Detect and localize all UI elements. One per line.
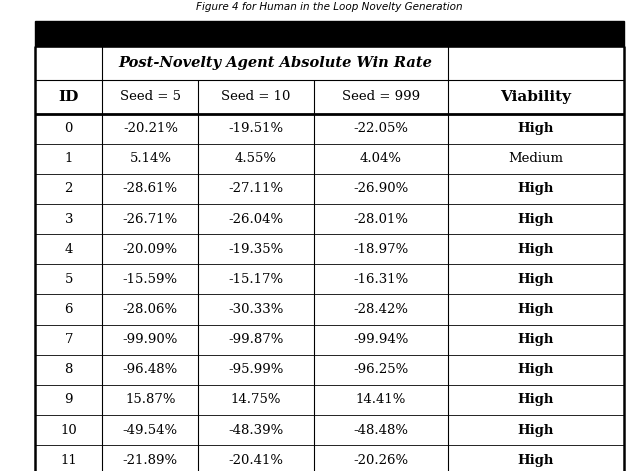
Text: -96.25%: -96.25% (353, 363, 408, 376)
Text: High: High (518, 393, 554, 406)
Text: 11: 11 (60, 454, 77, 467)
Text: High: High (518, 423, 554, 437)
Text: -19.51%: -19.51% (228, 122, 284, 135)
Text: 9: 9 (65, 393, 73, 406)
Text: -49.54%: -49.54% (123, 423, 178, 437)
Text: Post-Novelty Agent Absolute Win Rate: Post-Novelty Agent Absolute Win Rate (118, 56, 432, 70)
Text: High: High (518, 454, 554, 467)
Text: Medium: Medium (509, 152, 563, 165)
Text: ID: ID (59, 89, 79, 104)
Text: 8: 8 (65, 363, 73, 376)
Text: Seed = 999: Seed = 999 (342, 90, 420, 103)
Text: 4.55%: 4.55% (235, 152, 277, 165)
Text: -20.09%: -20.09% (123, 243, 178, 256)
Text: High: High (518, 212, 554, 226)
Text: -26.71%: -26.71% (123, 212, 178, 226)
Text: High: High (518, 243, 554, 256)
Text: -26.04%: -26.04% (228, 212, 284, 226)
Text: High: High (518, 182, 554, 195)
Text: -27.11%: -27.11% (228, 182, 284, 195)
Text: -28.42%: -28.42% (353, 303, 408, 316)
Text: Figure 4 for Human in the Loop Novelty Generation: Figure 4 for Human in the Loop Novelty G… (196, 2, 463, 12)
Text: 14.41%: 14.41% (356, 393, 406, 406)
Text: -18.97%: -18.97% (353, 243, 408, 256)
Text: -96.48%: -96.48% (123, 363, 178, 376)
Text: High: High (518, 303, 554, 316)
Text: -28.61%: -28.61% (123, 182, 178, 195)
Text: 6: 6 (65, 303, 73, 316)
Bar (35, 21, 624, 46)
Text: 10: 10 (60, 423, 77, 437)
Text: -16.31%: -16.31% (353, 273, 408, 286)
Text: 7: 7 (65, 333, 73, 346)
Text: -48.48%: -48.48% (353, 423, 408, 437)
Text: 15.87%: 15.87% (125, 393, 175, 406)
Text: High: High (518, 363, 554, 376)
Text: -99.90%: -99.90% (123, 333, 178, 346)
Text: -48.39%: -48.39% (228, 423, 284, 437)
Text: Seed = 10: Seed = 10 (221, 90, 291, 103)
Text: 2: 2 (65, 182, 73, 195)
Text: Seed = 5: Seed = 5 (120, 90, 181, 103)
Text: 0: 0 (65, 122, 73, 135)
Text: -20.26%: -20.26% (353, 454, 408, 467)
Text: -99.87%: -99.87% (228, 333, 284, 346)
Text: High: High (518, 122, 554, 135)
Text: 4: 4 (65, 243, 73, 256)
Text: -28.06%: -28.06% (123, 303, 178, 316)
Text: -19.35%: -19.35% (228, 243, 284, 256)
Text: 5: 5 (65, 273, 73, 286)
Text: High: High (518, 333, 554, 346)
Text: 1: 1 (65, 152, 73, 165)
Text: -30.33%: -30.33% (228, 303, 284, 316)
Text: -99.94%: -99.94% (353, 333, 408, 346)
Text: High: High (518, 273, 554, 286)
Text: -20.41%: -20.41% (228, 454, 284, 467)
Text: -95.99%: -95.99% (228, 363, 284, 376)
Text: 14.75%: 14.75% (231, 393, 281, 406)
Text: -26.90%: -26.90% (353, 182, 408, 195)
Text: -20.21%: -20.21% (123, 122, 178, 135)
Text: 4.04%: 4.04% (360, 152, 402, 165)
Text: -21.89%: -21.89% (123, 454, 178, 467)
Text: -22.05%: -22.05% (353, 122, 408, 135)
Text: 5.14%: 5.14% (129, 152, 172, 165)
Text: -15.17%: -15.17% (228, 273, 284, 286)
Text: 3: 3 (65, 212, 73, 226)
Text: -15.59%: -15.59% (123, 273, 178, 286)
Text: Viability: Viability (500, 89, 572, 104)
Text: -28.01%: -28.01% (353, 212, 408, 226)
